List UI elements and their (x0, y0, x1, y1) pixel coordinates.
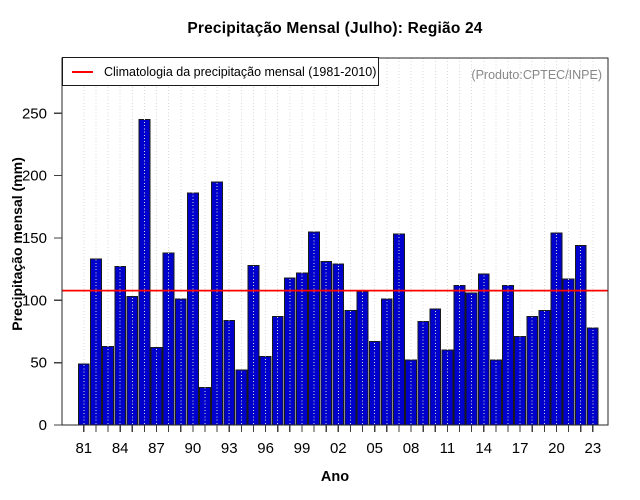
x-axis-title: Ano (320, 469, 350, 485)
x-tick-label: 17 (512, 440, 529, 457)
x-tick-label: 84 (112, 440, 129, 457)
x-tick-label: 11 (440, 440, 456, 457)
x-tick-label: 05 (366, 440, 383, 457)
y-tick-label: 150 (22, 230, 47, 247)
y-axis-title: Precipitação mensal (mm) (9, 157, 25, 331)
bar-1998 (283, 277, 296, 426)
x-tick-label: 14 (475, 440, 492, 457)
x-tick-label: 96 (257, 440, 274, 457)
climatology-line-swatch (72, 70, 93, 73)
x-tick-label: 81 (75, 440, 92, 457)
bar-2018 (526, 316, 539, 426)
x-tick-label: 08 (403, 440, 420, 457)
x-tick-label: 20 (548, 440, 565, 457)
bar-1985 (126, 296, 139, 426)
bar-1991 (199, 387, 211, 426)
chart-title: Precipitação Mensal (Julho): Região 24 (187, 20, 483, 37)
bar-2005 (368, 340, 381, 426)
x-tick-label: 99 (294, 440, 311, 457)
bar-1988 (162, 252, 175, 426)
x-tick-label: 23 (584, 440, 601, 457)
x-tick-label: 87 (148, 440, 165, 457)
legend-label: Climatologia da precipitação mensal (198… (104, 64, 377, 79)
x-tick-label: 02 (330, 440, 347, 457)
x-tick-label: 90 (185, 440, 202, 457)
bar-2021 (562, 278, 575, 426)
x-tick-label: 93 (221, 440, 238, 457)
bar-1982 (90, 258, 102, 426)
bar-2015 (489, 359, 502, 426)
y-tick-label: 250 (22, 105, 47, 122)
y-tick-label: 50 (30, 355, 47, 372)
bar-1997 (271, 316, 284, 426)
bar-2000 (308, 231, 320, 426)
bar-1996 (259, 355, 272, 426)
y-tick-label: 100 (22, 292, 47, 309)
y-tick-label: 0 (39, 417, 47, 434)
bar-1986 (138, 119, 151, 426)
bar-2020 (550, 232, 563, 426)
y-tick-label: 200 (22, 168, 47, 185)
legend-box: Climatologia da precipitação mensal (198… (62, 57, 379, 86)
bar-2008 (405, 359, 417, 426)
producer-annotation: (Produto:CPTEC/INPE) (471, 68, 602, 82)
bar-1993 (223, 319, 236, 426)
